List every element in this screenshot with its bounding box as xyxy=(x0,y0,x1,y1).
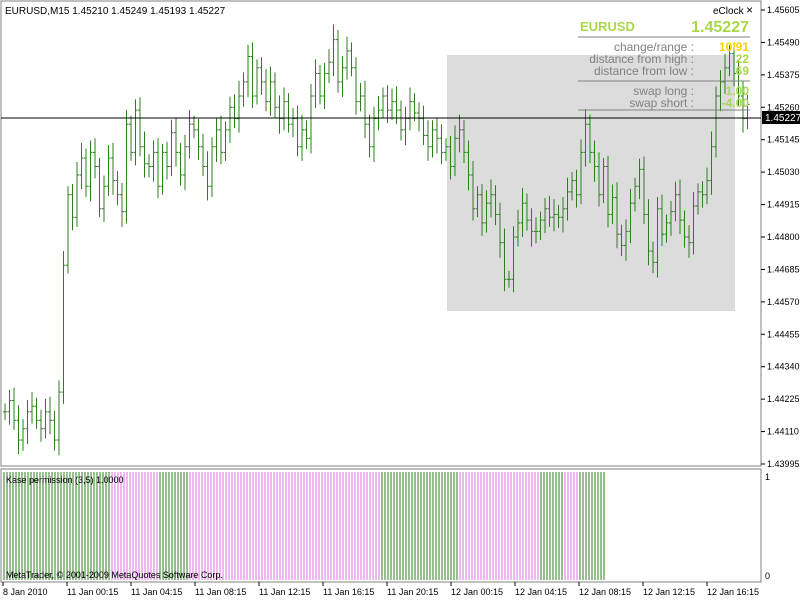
time-tick-label: 11 Jan 16:15 xyxy=(323,587,374,597)
price-tick-label: 1.44915 xyxy=(767,200,800,210)
price-tick-label: 1.45030 xyxy=(767,167,800,177)
time-axis[interactable]: 8 Jan 2010 11 Jan 00:15 11 Jan 04:15 11 Jan… xyxy=(2,582,759,597)
panel-value-dist-high: 22 xyxy=(736,52,750,66)
current-price-marker xyxy=(762,111,800,124)
price-tick-label: 1.44455 xyxy=(767,329,800,339)
panel-value-swap-long: 1.00 xyxy=(726,84,750,98)
price-tick-label: 1.44800 xyxy=(767,232,800,242)
time-tick-label: 12 Jan 12:15 xyxy=(643,587,695,597)
panel-label-dist-low: distance from low : xyxy=(594,64,694,78)
panel-value-swap-short: -4.00 xyxy=(722,96,750,110)
panel-label-dist-high: distance from high : xyxy=(589,52,694,66)
price-tick-label: 1.45490 xyxy=(767,37,800,47)
panel-symbol: EURUSD xyxy=(580,19,635,34)
price-axis-bg xyxy=(762,1,800,582)
indicator-label: Kase permission (3,5) 1.0000 xyxy=(6,475,124,485)
symbol-info: EURUSD,M15 1.45210 1.45249 1.45193 1.452… xyxy=(5,6,226,17)
price-tick-label: 1.45260 xyxy=(767,102,800,112)
price-tick-label: 1.45375 xyxy=(767,70,800,80)
price-tick-label: 1.44225 xyxy=(767,394,800,404)
time-tick-label: 12 Jan 16:15 xyxy=(707,587,759,597)
copyright-text: MetaTrader, © 2001-2009 MetaQuotes Softw… xyxy=(6,570,223,580)
indicator-histogram xyxy=(3,472,605,580)
price-tick-label: 1.45145 xyxy=(767,135,800,145)
time-tick-label: 11 Jan 04:15 xyxy=(131,587,182,597)
price-tick-label: 1.44570 xyxy=(767,297,800,307)
indicator-axis-top: 1 xyxy=(765,472,770,482)
panel-label-swap-long: swap long : xyxy=(633,84,694,98)
price-tick-label: 1.43995 xyxy=(767,459,800,469)
close-icon[interactable]: × xyxy=(746,3,753,17)
selection-rectangle[interactable] xyxy=(447,55,735,311)
price-tick-label: 1.44110 xyxy=(767,427,799,437)
panel-label-change: change/range : xyxy=(614,40,694,54)
indicator-frame[interactable] xyxy=(0,468,762,583)
price-tick-label: 1.44340 xyxy=(767,362,800,372)
eclock-label: eClock xyxy=(713,6,745,17)
panel-value-change: 10/91 xyxy=(719,40,749,54)
price-tick-label: 1.45605 xyxy=(767,5,800,15)
time-tick-label: 12 Jan 00:15 xyxy=(451,587,503,597)
time-tick-label: 11 Jan 20:15 xyxy=(387,587,438,597)
info-panel: EURUSD 1.45227 change/range : 10/91 dist… xyxy=(578,19,750,111)
time-tick-label: 8 Jan 2010 xyxy=(3,587,48,597)
time-tick-label: 11 Jan 08:15 xyxy=(195,587,246,597)
time-tick-label: 12 Jan 04:15 xyxy=(515,587,567,597)
panel-value-dist-low: 69 xyxy=(736,64,750,78)
time-tick-label: 11 Jan 00:15 xyxy=(67,587,118,597)
price-bars xyxy=(3,24,750,456)
time-tick-label: 11 Jan 12:15 xyxy=(259,587,310,597)
current-price-label: 1.45227 xyxy=(765,113,800,124)
indicator-axis-bottom: 0 xyxy=(765,571,770,581)
panel-label-swap-short: swap short : xyxy=(629,96,694,110)
time-tick-label: 12 Jan 08:15 xyxy=(579,587,631,597)
price-axis[interactable]: 1.45605 1.45490 1.45375 1.45260 1.45145 1.450… xyxy=(761,5,800,469)
price-tick-label: 1.44685 xyxy=(767,264,800,274)
panel-price: 1.45227 xyxy=(691,19,749,36)
